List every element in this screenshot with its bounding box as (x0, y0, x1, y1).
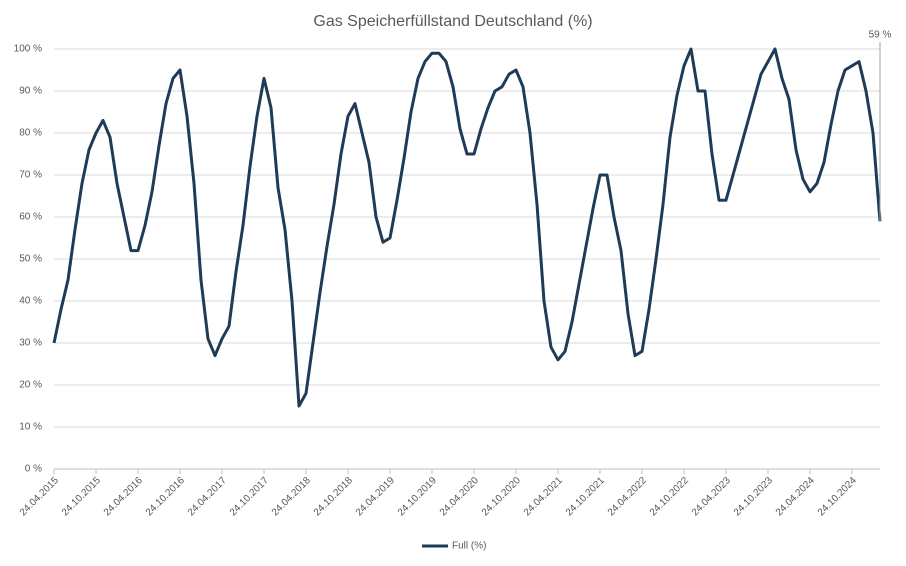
x-tick-label: 24.04.2017 (186, 475, 229, 518)
y-tick-label: 80 % (19, 128, 42, 139)
data-line (52, 47, 882, 408)
y-tick-label: 60 % (19, 212, 42, 223)
y-tick-label: 20 % (19, 380, 42, 391)
x-tick-label: 24.10.2017 (228, 475, 271, 518)
y-tick-label: 70 % (19, 170, 42, 181)
x-tick-label: 24.04.2021 (522, 475, 565, 518)
x-tick-label: 24.10.2016 (144, 475, 187, 518)
y-tick-label: 40 % (19, 296, 42, 307)
chart-title: Gas Speicherfüllstand Deutschland (%) (313, 13, 592, 30)
y-tick-label: 0 % (25, 464, 42, 475)
x-tick-label: 24.04.2018 (270, 475, 313, 518)
x-tick-label: 24.10.2023 (732, 475, 775, 518)
x-tick-label: 24.10.2022 (648, 475, 691, 518)
x-tick-label: 24.04.2023 (690, 475, 733, 518)
y-tick-label: 100 % (14, 44, 42, 55)
y-tick-label: 90 % (19, 86, 42, 97)
legend-label: Full (%) (452, 541, 486, 552)
annotation: 59 % (869, 30, 892, 41)
x-tick-label: 24.10.2015 (60, 475, 103, 518)
y-tick-label: 10 % (19, 422, 42, 433)
x-tick-label: 24.10.2020 (480, 475, 523, 518)
x-tick-label: 24.04.2019 (354, 475, 397, 518)
y-tick-label: 50 % (19, 254, 42, 265)
x-tick-label: 24.04.2015 (18, 475, 61, 518)
x-tick-label: 24.04.2016 (102, 475, 145, 518)
x-tick-label: 24.10.2018 (312, 475, 355, 518)
x-tick-label: 24.04.2020 (438, 475, 481, 518)
x-tick-label: 24.04.2024 (774, 475, 817, 518)
x-tick-label: 24.10.2021 (564, 475, 607, 518)
x-tick-label: 24.10.2024 (816, 475, 859, 518)
x-tick-label: 24.10.2019 (396, 475, 439, 518)
x-tick-label: 24.04.2022 (606, 475, 649, 518)
y-tick-label: 30 % (19, 338, 42, 349)
